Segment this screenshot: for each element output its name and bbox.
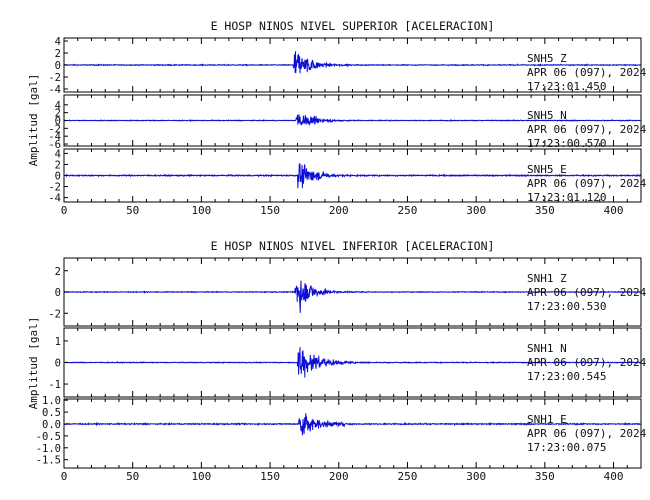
x-tick-label: 250 [398, 204, 418, 217]
y-tick-label: 0.0 [42, 419, 61, 431]
chart-title: E HOSP NINOS NIVEL SUPERIOR [ACELERACION… [211, 19, 495, 33]
x-tick-label: 50 [126, 470, 139, 483]
y-tick-label: -2 [48, 123, 61, 135]
x-tick-label: 350 [535, 204, 555, 217]
y-tick-label: 0 [55, 116, 61, 128]
record-date: APR 06 (097), 2024 [527, 356, 647, 369]
x-tick-label: 400 [604, 204, 624, 217]
x-tick-label: 150 [260, 470, 280, 483]
x-tick-label: 250 [398, 470, 418, 483]
record-time: 17:23:00.570 [527, 137, 606, 150]
record-time: 17:23:00.545 [527, 370, 606, 383]
station-component-label: SNH1 Z [527, 272, 567, 285]
y-tick-label: -1.5 [36, 455, 61, 467]
station-component-label: SNH5 Z [527, 52, 567, 65]
y-tick-label: 2 [55, 159, 61, 171]
y-tick-label: 0 [55, 60, 61, 72]
waveform-snh1-z [63, 280, 642, 313]
y-tick-label: 2 [55, 108, 61, 120]
x-tick-label: 300 [466, 470, 486, 483]
station-component-label: SNH1 E [527, 413, 567, 426]
y-tick-label: 4 [55, 148, 61, 160]
waveform-snh1-n [63, 347, 642, 378]
y-tick-label: -4 [48, 131, 61, 143]
y-tick-label: -6 [48, 139, 61, 151]
y-tick-label: 4 [55, 100, 61, 112]
record-date: APR 06 (097), 2024 [527, 427, 647, 440]
waveform-snh1-e [63, 413, 642, 436]
record-time: 17:23:01.120 [527, 191, 606, 204]
y-tick-label: -4 [48, 84, 61, 96]
x-tick-label: 150 [260, 204, 280, 217]
station-component-label: SNH5 E [527, 163, 567, 176]
x-tick-label: 400 [604, 470, 624, 483]
y-tick-label: 2 [55, 266, 61, 278]
x-tick-label: 200 [329, 204, 349, 217]
waveform-snh5-n [63, 114, 642, 126]
station-component-label: SNH5 N [527, 109, 567, 122]
record-date: APR 06 (097), 2024 [527, 66, 647, 79]
y-tick-label: 4 [55, 36, 61, 48]
x-tick-label: 350 [535, 470, 555, 483]
x-tick-label: 300 [466, 204, 486, 217]
y-tick-label: 0.5 [42, 407, 61, 419]
y-axis-label: Amplitud [gal] [27, 74, 40, 167]
y-tick-label: -0.5 [36, 431, 61, 443]
record-time: 17:23:00.530 [527, 300, 606, 313]
x-tick-label: 100 [191, 204, 211, 217]
record-date: APR 06 (097), 2024 [527, 177, 647, 190]
y-tick-label: 2 [55, 48, 61, 60]
x-tick-label: 200 [329, 470, 349, 483]
y-tick-label: 0 [55, 287, 61, 299]
x-tick-label: 100 [191, 470, 211, 483]
y-tick-label: -2 [48, 182, 61, 194]
record-date: APR 06 (097), 2024 [527, 286, 647, 299]
y-tick-label: 0 [55, 358, 61, 370]
y-tick-label: -1.0 [36, 443, 61, 455]
record-date: APR 06 (097), 2024 [527, 123, 647, 136]
y-tick-label: -2 [48, 308, 61, 320]
y-tick-label: 1.0 [42, 395, 61, 407]
y-tick-label: 1 [55, 336, 61, 348]
x-tick-label: 0 [61, 470, 68, 483]
record-time: 17:23:01.450 [527, 80, 606, 93]
x-tick-label: 50 [126, 204, 139, 217]
station-component-label: SNH1 N [527, 342, 567, 355]
y-tick-label: -4 [48, 193, 61, 205]
chart-title: E HOSP NINOS NIVEL INFERIOR [ACELERACION… [211, 239, 495, 253]
waveform-snh5-e [63, 163, 642, 189]
x-tick-label: 0 [61, 204, 68, 217]
y-tick-label: 0 [55, 171, 61, 183]
y-axis-label: Amplitud [gal] [27, 317, 40, 410]
y-tick-label: -2 [48, 72, 61, 84]
waveform-snh5-z [63, 51, 642, 74]
record-time: 17:23:00.075 [527, 441, 606, 454]
y-tick-label: -1 [48, 379, 61, 391]
